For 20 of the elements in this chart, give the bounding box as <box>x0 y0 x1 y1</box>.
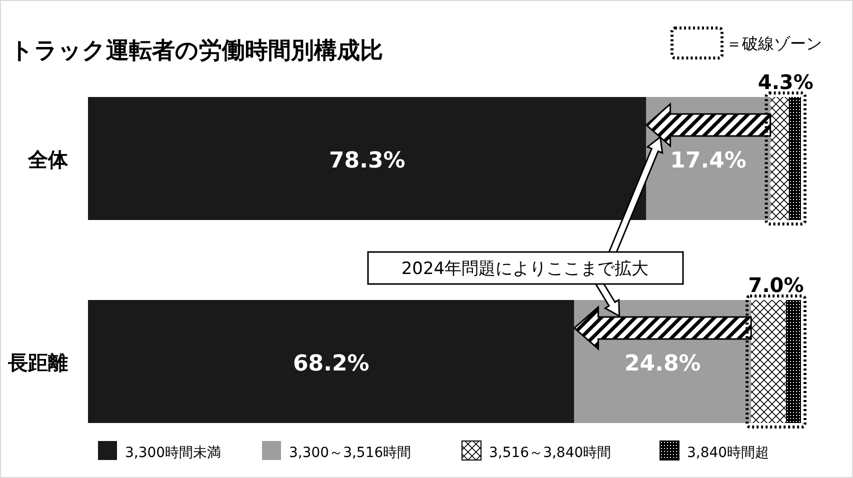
bar <box>751 300 786 423</box>
data-label: 68.2% <box>292 352 370 376</box>
y-tick-label: 全体 <box>27 148 69 172</box>
data-label: 78.3% <box>328 148 406 174</box>
bar <box>88 300 574 423</box>
text: 4.3% <box>758 70 814 94</box>
legend-label: 3,300～3,516時間 <box>289 445 412 461</box>
data-label: 17.4% <box>670 148 746 174</box>
bar <box>786 300 801 423</box>
text: ＝破線ゾーン <box>726 34 822 53</box>
chart-title: トラック運転者の労働時間別構成比 <box>10 38 383 64</box>
legend-label: 3,516～3,840時間 <box>489 445 612 461</box>
bar <box>770 97 789 220</box>
y-tick-label: 長距離 <box>7 350 68 374</box>
annotation: 2024年問題によりここまで拡大 <box>401 259 649 279</box>
legend-label: 3,840時間超 <box>687 445 770 461</box>
bar <box>788 97 801 220</box>
data-label: 24.8% <box>624 352 701 376</box>
annotation: 7.0% <box>748 273 804 297</box>
legend-label: 3,300時間未満 <box>125 445 222 461</box>
